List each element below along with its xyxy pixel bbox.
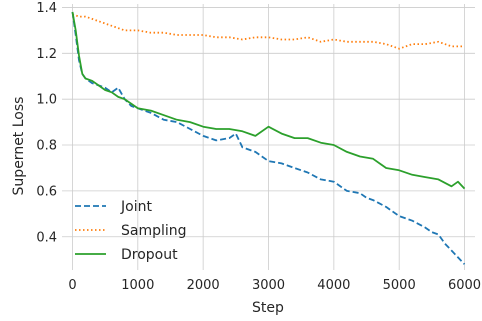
legend-label-dropout: Dropout xyxy=(121,247,178,263)
grid xyxy=(62,4,475,270)
series-line-sampling xyxy=(72,13,465,50)
y-tick-label: 1.4 xyxy=(36,1,57,16)
x-tick-label: 2000 xyxy=(187,278,220,293)
legend: Joint Sampling Dropout xyxy=(75,199,187,263)
tick-labels: 0 1000 2000 3000 4000 5000 6000 0.4 0.6 0.8 1.0 1.2… xyxy=(36,1,481,293)
y-tick-label: 0.8 xyxy=(36,139,57,154)
x-axis-label: Step xyxy=(252,300,284,316)
x-tick-label: 1000 xyxy=(121,278,154,293)
y-tick-label: 1.2 xyxy=(36,47,57,62)
y-axis-label: Supernet Loss xyxy=(11,97,27,196)
y-tick-label: 0.4 xyxy=(36,230,57,245)
legend-label-joint: Joint xyxy=(120,199,152,215)
x-tick-label: 3000 xyxy=(252,278,285,293)
series-line-dropout xyxy=(71,11,466,190)
x-tick-label: 4000 xyxy=(317,278,350,293)
x-tick-label: 5000 xyxy=(383,278,416,293)
x-tick-label: 0 xyxy=(68,278,76,293)
legend-label-sampling: Sampling xyxy=(121,223,187,239)
x-tick-label: 6000 xyxy=(448,278,481,293)
series-layer xyxy=(71,11,466,265)
y-tick-label: 0.6 xyxy=(36,184,57,199)
y-tick-label: 1.0 xyxy=(36,93,57,108)
